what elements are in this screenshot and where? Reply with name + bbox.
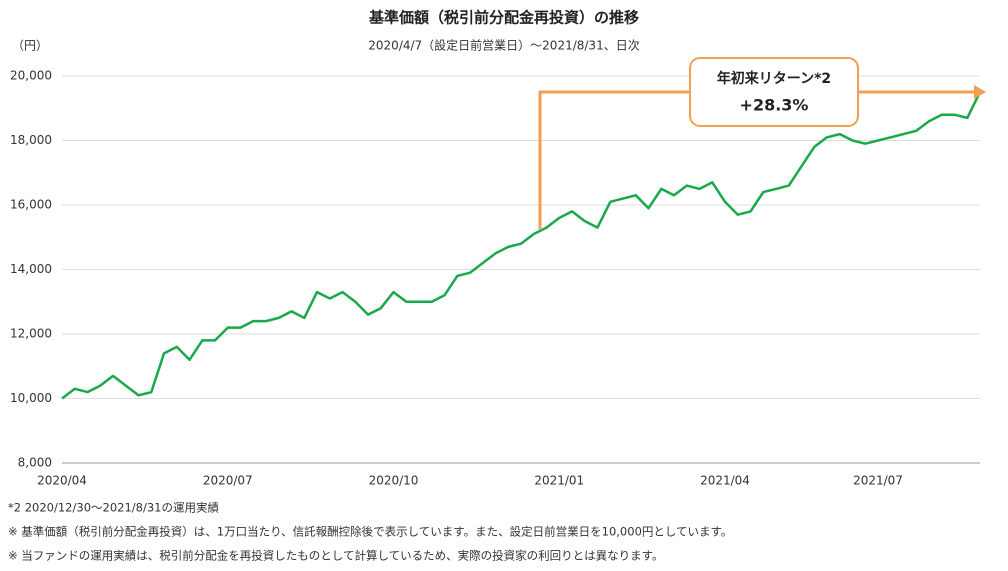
x-tick-label: 2021/07 <box>853 474 903 488</box>
data-line <box>61 91 982 400</box>
arrow-head <box>974 85 986 99</box>
annotation-value: +28.3% <box>740 96 809 115</box>
y-tick-label: 16,000 <box>10 198 52 212</box>
y-tick-label: 18,000 <box>10 133 52 147</box>
y-tick-label: 14,000 <box>10 262 52 276</box>
y-tick-label: 12,000 <box>10 327 52 341</box>
y-tick-label: 20,000 <box>10 69 52 83</box>
annotation-label: 年初来リターン*2 <box>717 70 831 87</box>
chart-subtitle: 2020/4/7（設定日前営業日）～2021/8/31、日次 <box>368 38 639 53</box>
plot-area: 8,000 10,000 12,000 14,000 16,000 18,000 20,00… <box>10 69 982 488</box>
x-tick-label: 2020/07 <box>203 474 253 488</box>
chart-title: 基準価額（税引前分配金再投資）の推移 <box>368 9 639 27</box>
footnote: ※ 基準価額（税引前分配金再投資）は、1万口当たり、信託報酬控除後で表示していま… <box>8 525 732 539</box>
x-tick-label: 2020/10 <box>369 474 419 488</box>
footnote: ※ 当ファンドの運用実績は、税引前分配金を再投資したものとして計算しているため、… <box>8 549 663 563</box>
y-tick-label: 10,000 <box>10 391 52 405</box>
footnote: *2 2020/12/30～2021/8/31の運用実績 <box>8 501 219 515</box>
annotation-box <box>689 57 859 127</box>
x-tick-label: 2021/01 <box>534 474 584 488</box>
y-unit: （円） <box>12 39 48 53</box>
x-tick-label: 2020/04 <box>37 474 87 488</box>
x-tick-label: 2021/04 <box>700 474 750 488</box>
y-tick-label: 8,000 <box>18 456 52 470</box>
